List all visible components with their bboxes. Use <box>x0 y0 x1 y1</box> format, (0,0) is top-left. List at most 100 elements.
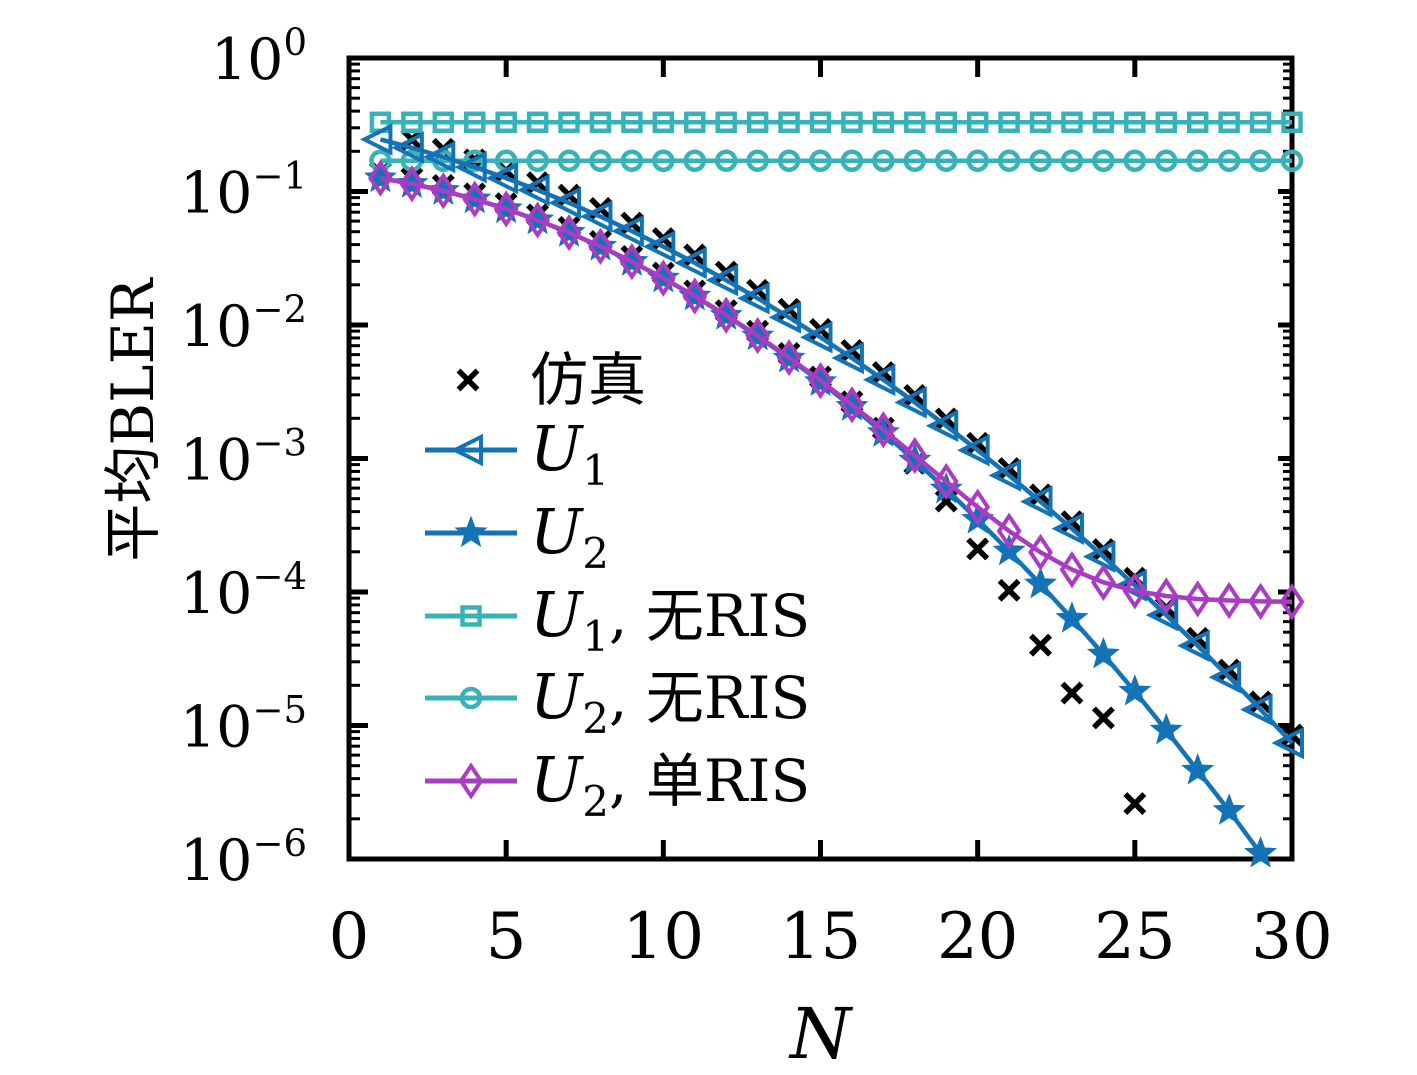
square-marker <box>1029 111 1052 134</box>
circle-marker <box>934 149 958 172</box>
star-marker <box>363 160 397 193</box>
y-tick-label: 10−5 <box>180 689 307 761</box>
square-marker <box>1281 111 1303 134</box>
x-tick-label: 5 <box>486 900 527 974</box>
triangle-left-marker <box>517 173 550 207</box>
triangle-left-marker <box>485 161 519 195</box>
triangle-left-marker <box>1051 512 1084 545</box>
square-marker <box>935 111 957 134</box>
triangle-left-marker <box>894 386 927 419</box>
u2-line <box>380 175 1268 859</box>
triangle-left-marker <box>831 341 864 375</box>
circle-marker <box>903 149 927 172</box>
x-tick-label: 15 <box>780 900 861 974</box>
circle-marker <box>746 149 769 172</box>
diamond-marker <box>713 296 739 334</box>
diamond-marker <box>745 317 771 355</box>
star-marker <box>454 515 488 548</box>
triangle-left-marker <box>611 214 644 248</box>
circle-marker <box>526 149 549 172</box>
square-marker <box>778 111 800 134</box>
series-u2-single-ris <box>368 159 1305 621</box>
diamond-marker <box>776 338 802 377</box>
star-marker <box>1118 674 1152 706</box>
circle-marker <box>1060 149 1084 172</box>
triangle-left-marker <box>1082 540 1116 573</box>
star-marker <box>1023 566 1058 599</box>
legend-label: 仿真 <box>530 346 646 414</box>
square-marker <box>652 111 675 134</box>
x-tick-label: 30 <box>1251 900 1332 974</box>
y-tick-label: 10−4 <box>180 555 307 627</box>
diamond-marker <box>588 227 613 265</box>
x-marker <box>456 368 480 392</box>
square-marker <box>463 111 486 134</box>
diamond-marker <box>399 165 425 203</box>
diamond-marker <box>619 242 645 281</box>
square-marker <box>432 111 455 134</box>
diamond-marker <box>965 488 991 526</box>
square-marker <box>715 111 737 134</box>
triangle-left-marker <box>1271 726 1304 760</box>
diamond-marker <box>458 762 484 800</box>
x-tick-label: 25 <box>1094 900 1175 974</box>
star-marker <box>992 533 1026 566</box>
star-marker <box>1149 712 1183 745</box>
square-marker <box>966 111 989 134</box>
square-marker <box>1155 111 1178 134</box>
legend-label: U2, 单RIS <box>530 743 810 826</box>
y-tick-label: 10−6 <box>180 822 307 894</box>
legend-item-sim: 仿真 <box>456 346 646 414</box>
square-marker <box>495 111 517 134</box>
triangle-left-marker <box>450 433 483 467</box>
star-marker <box>1181 753 1215 785</box>
y-axis-title: 平均BLER <box>99 278 167 562</box>
triangle-left-marker <box>1240 693 1273 726</box>
diamond-marker <box>525 201 551 239</box>
diamond-marker <box>933 462 959 501</box>
legend-item-u2-single-ris: U2, 单RIS <box>425 743 810 826</box>
square-marker <box>1124 111 1146 134</box>
circle-marker <box>1217 149 1241 172</box>
y-tick-label: 10−1 <box>180 155 307 227</box>
diamond-marker <box>430 172 456 210</box>
x-marker <box>1060 681 1084 705</box>
circle-marker <box>997 149 1021 172</box>
legend-item-u2-no-ris: U2, 无RIS <box>425 660 810 743</box>
legend-label: U2 <box>530 495 609 578</box>
square-marker <box>526 111 549 134</box>
square-marker <box>684 111 706 134</box>
circle-marker <box>1123 149 1147 172</box>
triangle-left-marker <box>674 246 707 280</box>
diamond-marker <box>996 512 1022 550</box>
circle-marker <box>840 149 864 172</box>
square-marker <box>589 111 612 134</box>
star-marker <box>1055 601 1089 633</box>
circle-marker <box>777 149 801 172</box>
legend-item-u1-no-ris: U1, 无RIS <box>425 578 810 661</box>
u1-line <box>379 137 1294 745</box>
diamond-marker <box>808 361 833 400</box>
triangle-left-marker <box>705 263 739 297</box>
circle-marker <box>966 149 989 172</box>
legend-label: U1 <box>530 412 609 495</box>
circle-marker <box>459 686 483 710</box>
circle-marker <box>714 149 738 172</box>
square-marker <box>1186 111 1209 134</box>
triangle-left-marker <box>391 131 424 165</box>
circle-marker <box>1029 149 1052 172</box>
star-marker <box>1086 636 1120 669</box>
circle-marker <box>1092 149 1115 172</box>
diamond-marker <box>1279 583 1305 621</box>
x-tick-label: 0 <box>329 900 370 974</box>
square-marker <box>1218 111 1240 134</box>
circle-marker <box>872 149 895 172</box>
square-marker <box>1061 111 1083 134</box>
square-marker <box>809 111 832 134</box>
x-marker <box>1091 706 1115 730</box>
circle-marker <box>1280 149 1304 172</box>
triangle-left-marker <box>642 230 676 263</box>
legend-item-u2: U2 <box>425 495 609 578</box>
diamond-marker <box>556 213 582 252</box>
square-marker <box>1249 111 1272 134</box>
